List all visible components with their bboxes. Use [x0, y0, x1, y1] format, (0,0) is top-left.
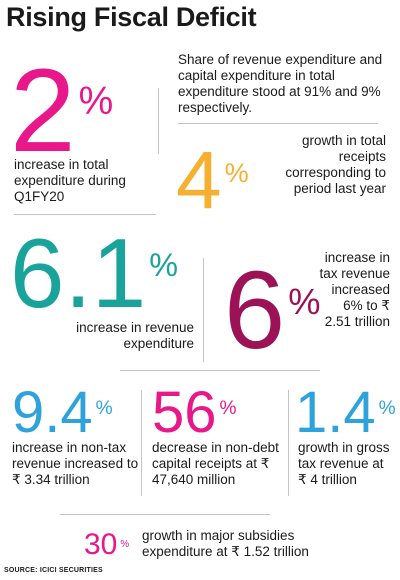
- stat-value: 56: [152, 380, 217, 445]
- divider: [141, 390, 142, 496]
- percent-sign: %: [288, 280, 321, 322]
- stat-revenue-expenditure-label: increase in revenue expenditure: [76, 320, 194, 351]
- percent-sign: %: [78, 80, 114, 124]
- divider: [288, 390, 289, 496]
- stat-non-debt-capital-value: 56%: [152, 384, 237, 442]
- stat-value: 1.4: [295, 380, 376, 445]
- source-note: SOURCE: ICICI SECURITIES: [4, 567, 103, 574]
- stat-non-debt-capital-label: decrease in non-debt capital receipts at…: [152, 440, 279, 487]
- stat-total-expenditure-value: 2%: [10, 52, 113, 170]
- percent-sign: %: [378, 397, 396, 419]
- percent-sign: %: [219, 397, 237, 419]
- divider: [60, 514, 270, 515]
- stat-value: 4: [176, 135, 222, 226]
- percent-sign: %: [149, 247, 178, 284]
- stat-non-tax-revenue-label: increase in non-tax revenue increased to…: [12, 440, 139, 487]
- stat-total-receipts-label: growth in total receipts corresponding t…: [285, 133, 386, 196]
- stat-value: 6.1: [10, 218, 147, 328]
- stat-tax-revenue-value: 6%: [224, 256, 320, 366]
- stat-value: 9.4: [12, 380, 93, 445]
- stat-value: 30: [84, 528, 118, 561]
- stat-revenue-expenditure-value: 6.1%: [10, 224, 178, 322]
- stat-subsidies-value: 30%: [84, 530, 129, 560]
- stat-tax-revenue-label: increase in tax revenue increased 6% to …: [319, 250, 390, 329]
- divider: [178, 123, 378, 124]
- stat-total-receipts-value: 4%: [176, 140, 249, 222]
- divider: [14, 214, 156, 215]
- divider: [203, 258, 204, 362]
- stat-gross-tax-value: 1.4%: [295, 384, 396, 442]
- percent-sign: %: [224, 158, 249, 189]
- divider: [158, 88, 159, 154]
- page-title: Rising Fiscal Deficit: [6, 2, 257, 32]
- percent-sign: %: [120, 539, 130, 551]
- percent-sign: %: [95, 397, 113, 419]
- divider: [120, 370, 320, 371]
- stat-total-expenditure-label: increase in total expenditure during Q1F…: [14, 157, 126, 204]
- stat-value: 2: [10, 45, 76, 177]
- stat-non-tax-revenue-value: 9.4%: [12, 384, 113, 442]
- stat-gross-tax-label: growth in gross tax revenue at ₹ 4 trill…: [298, 440, 390, 487]
- intro-text: Share of revenue expenditure and capital…: [178, 52, 383, 115]
- stat-value: 6: [224, 249, 286, 372]
- stat-subsidies-label: growth in major subsidies expenditure at…: [142, 528, 309, 559]
